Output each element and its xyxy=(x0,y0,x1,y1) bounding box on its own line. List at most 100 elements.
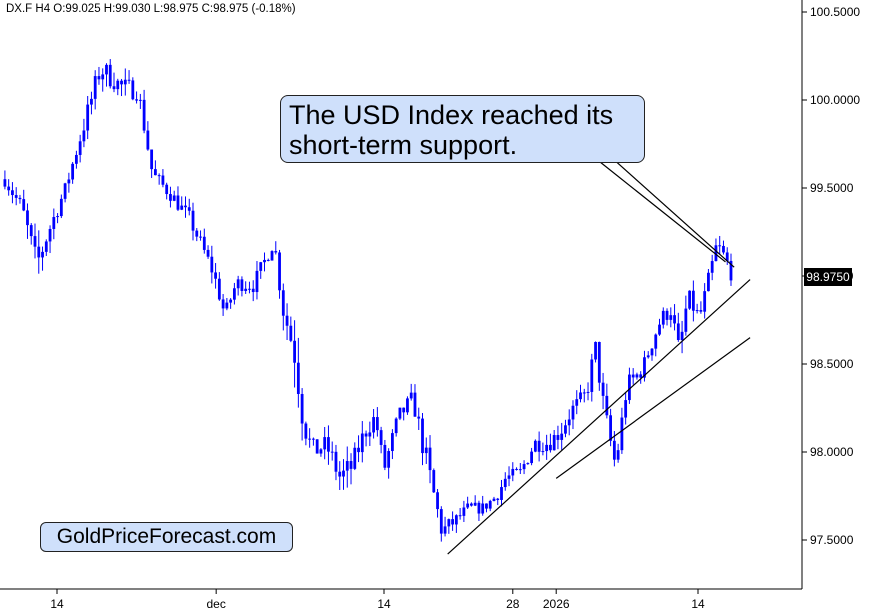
candle-body xyxy=(97,76,101,80)
candle-body xyxy=(240,279,244,291)
candle-body xyxy=(18,197,22,200)
candle-body xyxy=(684,308,688,332)
candle-body xyxy=(112,86,116,90)
candle-body xyxy=(150,149,154,170)
candle-body xyxy=(7,186,11,191)
candle-body xyxy=(485,503,488,509)
candle-body xyxy=(722,245,725,253)
candle-body xyxy=(308,438,312,440)
candle-body xyxy=(567,419,571,426)
candle-body xyxy=(650,348,654,356)
candle-body xyxy=(349,461,353,469)
candle-body xyxy=(454,515,458,525)
candle-body xyxy=(372,417,375,433)
candle-body xyxy=(71,163,75,180)
candle-body xyxy=(691,290,695,311)
candle-body xyxy=(439,509,443,534)
candle-body xyxy=(210,256,214,273)
candle-body xyxy=(492,498,496,501)
candle-body xyxy=(575,399,579,406)
candle-body xyxy=(406,398,409,413)
candle-body xyxy=(202,236,206,250)
candle-body xyxy=(473,502,477,506)
candle-body xyxy=(605,395,609,416)
candle-body xyxy=(315,439,319,454)
ticker-info: DX.F H4 O:99.025 H:99.030 L:98.975 C:98.… xyxy=(6,3,296,15)
candle-body xyxy=(624,400,628,418)
candle-body xyxy=(135,99,138,101)
candle-body xyxy=(90,98,93,105)
candle-body xyxy=(14,195,18,198)
candle-body xyxy=(191,210,195,231)
annotation-callout: The USD Index reached its short-term sup… xyxy=(280,95,645,163)
candle-body xyxy=(507,475,511,479)
candle-body xyxy=(172,195,176,201)
candle-body xyxy=(304,423,308,439)
watermark-badge: GoldPriceForecast.com xyxy=(40,522,293,552)
candle-body xyxy=(312,438,315,440)
candle-body xyxy=(379,430,383,445)
candle-body xyxy=(503,478,507,488)
candle-body xyxy=(601,382,605,396)
candle-body xyxy=(579,392,582,400)
candle-body xyxy=(458,515,462,517)
candle-body xyxy=(394,418,398,434)
candle-body xyxy=(428,447,432,471)
candle-body xyxy=(368,432,372,437)
candle-body xyxy=(676,323,680,341)
x-tick-label: 2026 xyxy=(543,597,570,611)
candle-body xyxy=(639,374,643,378)
candle-body xyxy=(199,236,202,238)
candle-body xyxy=(334,451,338,472)
candle-body xyxy=(413,392,417,417)
candle-body xyxy=(710,261,714,273)
candle-body xyxy=(48,228,52,242)
candle-body xyxy=(680,331,684,341)
candle-body xyxy=(612,440,616,460)
candle-body xyxy=(338,471,342,477)
candle-body xyxy=(270,251,274,261)
candle-body xyxy=(725,252,729,261)
candle-body xyxy=(375,417,379,431)
candle-body xyxy=(353,447,357,469)
candle-body xyxy=(533,440,537,452)
candle-body xyxy=(537,440,541,452)
callout-pointer-b xyxy=(613,159,735,268)
candle-body xyxy=(718,245,722,247)
candle-body xyxy=(387,451,391,468)
candle-body xyxy=(564,425,567,434)
x-axis: 14 dec 14 28 2026 14 xyxy=(0,588,802,611)
candle-body xyxy=(421,418,424,454)
candle-body xyxy=(281,290,285,316)
candle-body xyxy=(41,251,44,258)
candle-body xyxy=(654,334,658,349)
candle-body xyxy=(609,415,613,441)
candle-body xyxy=(646,355,650,358)
candle-body xyxy=(582,392,586,394)
x-tick-label: 14 xyxy=(691,597,705,611)
candle-body xyxy=(278,252,281,291)
candle-body xyxy=(59,198,63,217)
candle-body xyxy=(511,468,515,476)
candle-body xyxy=(673,315,676,324)
candle-body xyxy=(44,241,48,252)
candle-body xyxy=(665,310,669,320)
x-tick-label: dec xyxy=(206,597,225,611)
candle-body xyxy=(616,450,620,460)
candle-body xyxy=(447,519,451,527)
y-tick-label: 97.5000 xyxy=(810,533,854,547)
candle-body xyxy=(142,99,146,131)
last-price-tag: 98.9750 xyxy=(804,268,852,286)
x-tick-label: 28 xyxy=(506,597,520,611)
candle-body xyxy=(300,393,304,424)
candle-body xyxy=(29,225,33,237)
candle-body xyxy=(470,503,473,506)
candle-body xyxy=(409,392,413,399)
candle-body xyxy=(462,507,466,516)
candle-body xyxy=(688,290,692,309)
candle-body xyxy=(432,470,436,493)
candle-body xyxy=(541,451,545,453)
candle-body xyxy=(131,80,135,100)
candle-body xyxy=(560,433,564,440)
candle-body xyxy=(157,175,161,177)
